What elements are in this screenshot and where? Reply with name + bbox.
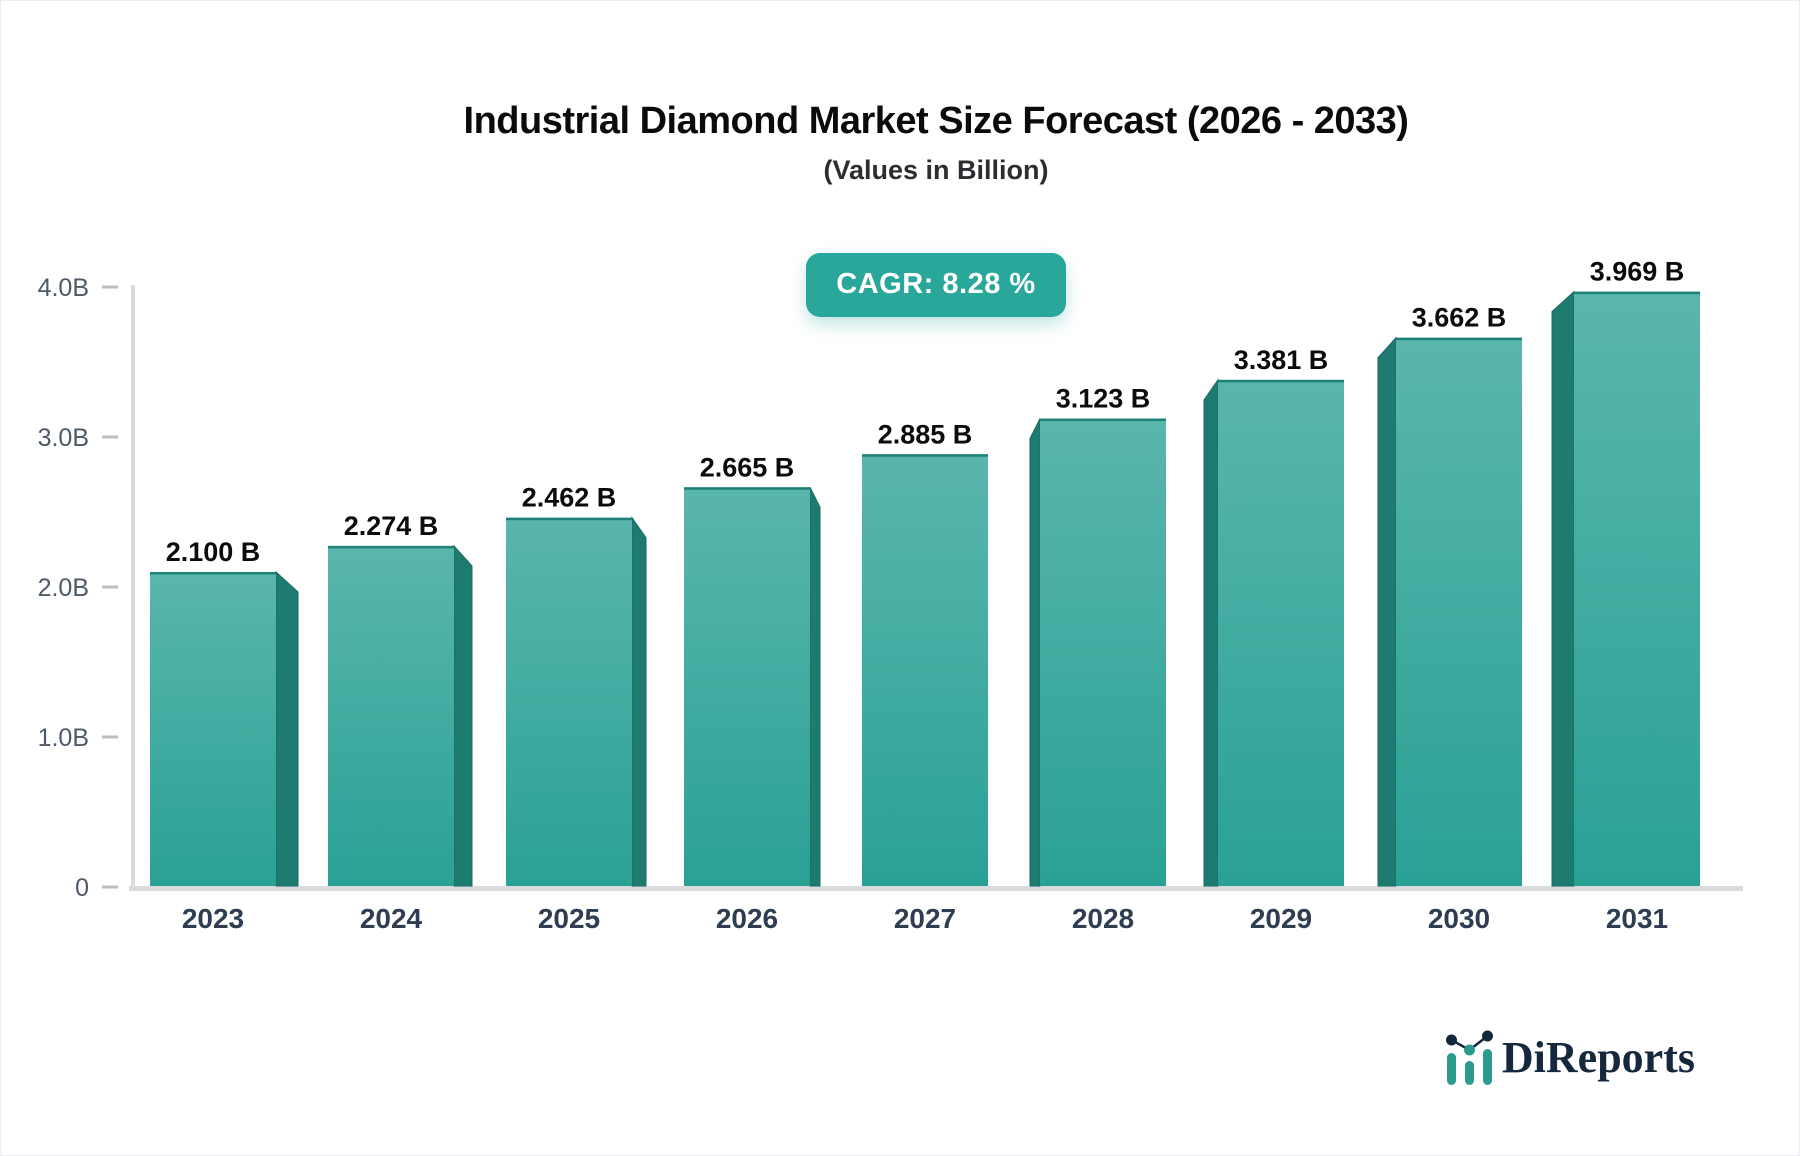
chart-header: Industrial Diamond Market Size Forecast … xyxy=(131,1,1741,187)
bar-side-face xyxy=(453,544,473,887)
x-axis-label: 2023 xyxy=(182,903,244,934)
bar-top-edge xyxy=(684,487,810,490)
bar-2027 xyxy=(862,454,988,886)
x-axis-label: 2027 xyxy=(894,903,956,934)
bar-top-edge xyxy=(150,572,276,575)
y-tick-label: 3.0B xyxy=(38,424,89,452)
bar-side-face xyxy=(1377,336,1397,887)
bar-top-edge xyxy=(328,545,454,549)
y-tick-label: 1.0B xyxy=(38,724,89,752)
x-axis-label: 2031 xyxy=(1606,903,1668,934)
y-axis-line xyxy=(131,285,135,891)
cagr-badge-row: CAGR: 8.28 % xyxy=(131,253,1741,317)
bar-top-edge xyxy=(506,517,632,521)
bar-2031 xyxy=(1574,291,1700,886)
bar-value-label: 2.274 B xyxy=(344,511,439,541)
x-axis-label: 2029 xyxy=(1250,903,1312,934)
bar-2023 xyxy=(150,572,276,886)
bar-top-edge xyxy=(862,454,988,457)
x-axis-label: 2026 xyxy=(716,903,778,934)
bar-2025 xyxy=(506,517,632,886)
y-tick-dash xyxy=(102,285,118,289)
chart-title: Industrial Diamond Market Size Forecast … xyxy=(463,100,1409,142)
bar-top-edge xyxy=(1218,379,1344,383)
bar-value-label: 2.885 B xyxy=(878,419,973,449)
bar-2029 xyxy=(1218,379,1344,886)
bar-value-label: 2.462 B xyxy=(522,483,617,513)
bar-side-face xyxy=(1029,418,1041,887)
y-tick-label: 4.0B xyxy=(38,274,89,302)
x-axis-line xyxy=(129,886,1743,891)
bar-value-label: 3.969 B xyxy=(1590,257,1685,287)
bar-top-edge xyxy=(1574,291,1700,295)
x-axis-label: 2025 xyxy=(538,903,600,934)
bar-value-label: 3.662 B xyxy=(1412,303,1507,333)
bar-side-face xyxy=(1551,290,1575,887)
logo-text: DiReports xyxy=(1501,1033,1695,1082)
bar-value-label: 2.100 B xyxy=(166,537,261,567)
bar-2030 xyxy=(1396,337,1522,886)
direports-logo: DiReports xyxy=(1444,1029,1695,1087)
x-axis-label: 2030 xyxy=(1428,903,1490,934)
bar-top-edge xyxy=(1040,418,1166,422)
y-tick-label: 2.0B xyxy=(38,574,89,602)
bar-2028 xyxy=(1040,418,1166,886)
cagr-badge: CAGR: 8.28 % xyxy=(806,253,1066,317)
y-tick-dash xyxy=(102,885,118,889)
chart-subtitle: (Values in Billion) xyxy=(823,155,1049,185)
bar-top-edge xyxy=(1396,337,1522,341)
y-tick-dash xyxy=(102,435,118,439)
y-tick-dash xyxy=(102,735,118,739)
y-tick-dash xyxy=(102,585,118,589)
x-axis-label: 2024 xyxy=(360,903,423,934)
bar-2024 xyxy=(328,545,454,886)
bar-value-label: 3.381 B xyxy=(1234,345,1329,375)
bar-value-label: 2.665 B xyxy=(700,452,795,482)
bar-side-face xyxy=(1203,378,1219,887)
bar-side-face xyxy=(631,516,647,887)
logo-bar-chart-icon xyxy=(1445,1030,1493,1085)
bar-side-face xyxy=(809,487,821,887)
bar-side-face xyxy=(275,570,299,887)
bar-value-label: 3.123 B xyxy=(1056,384,1151,414)
x-axis-label: 2028 xyxy=(1072,903,1134,934)
y-tick-label: 0 xyxy=(75,874,89,902)
bar-2026 xyxy=(684,487,810,886)
